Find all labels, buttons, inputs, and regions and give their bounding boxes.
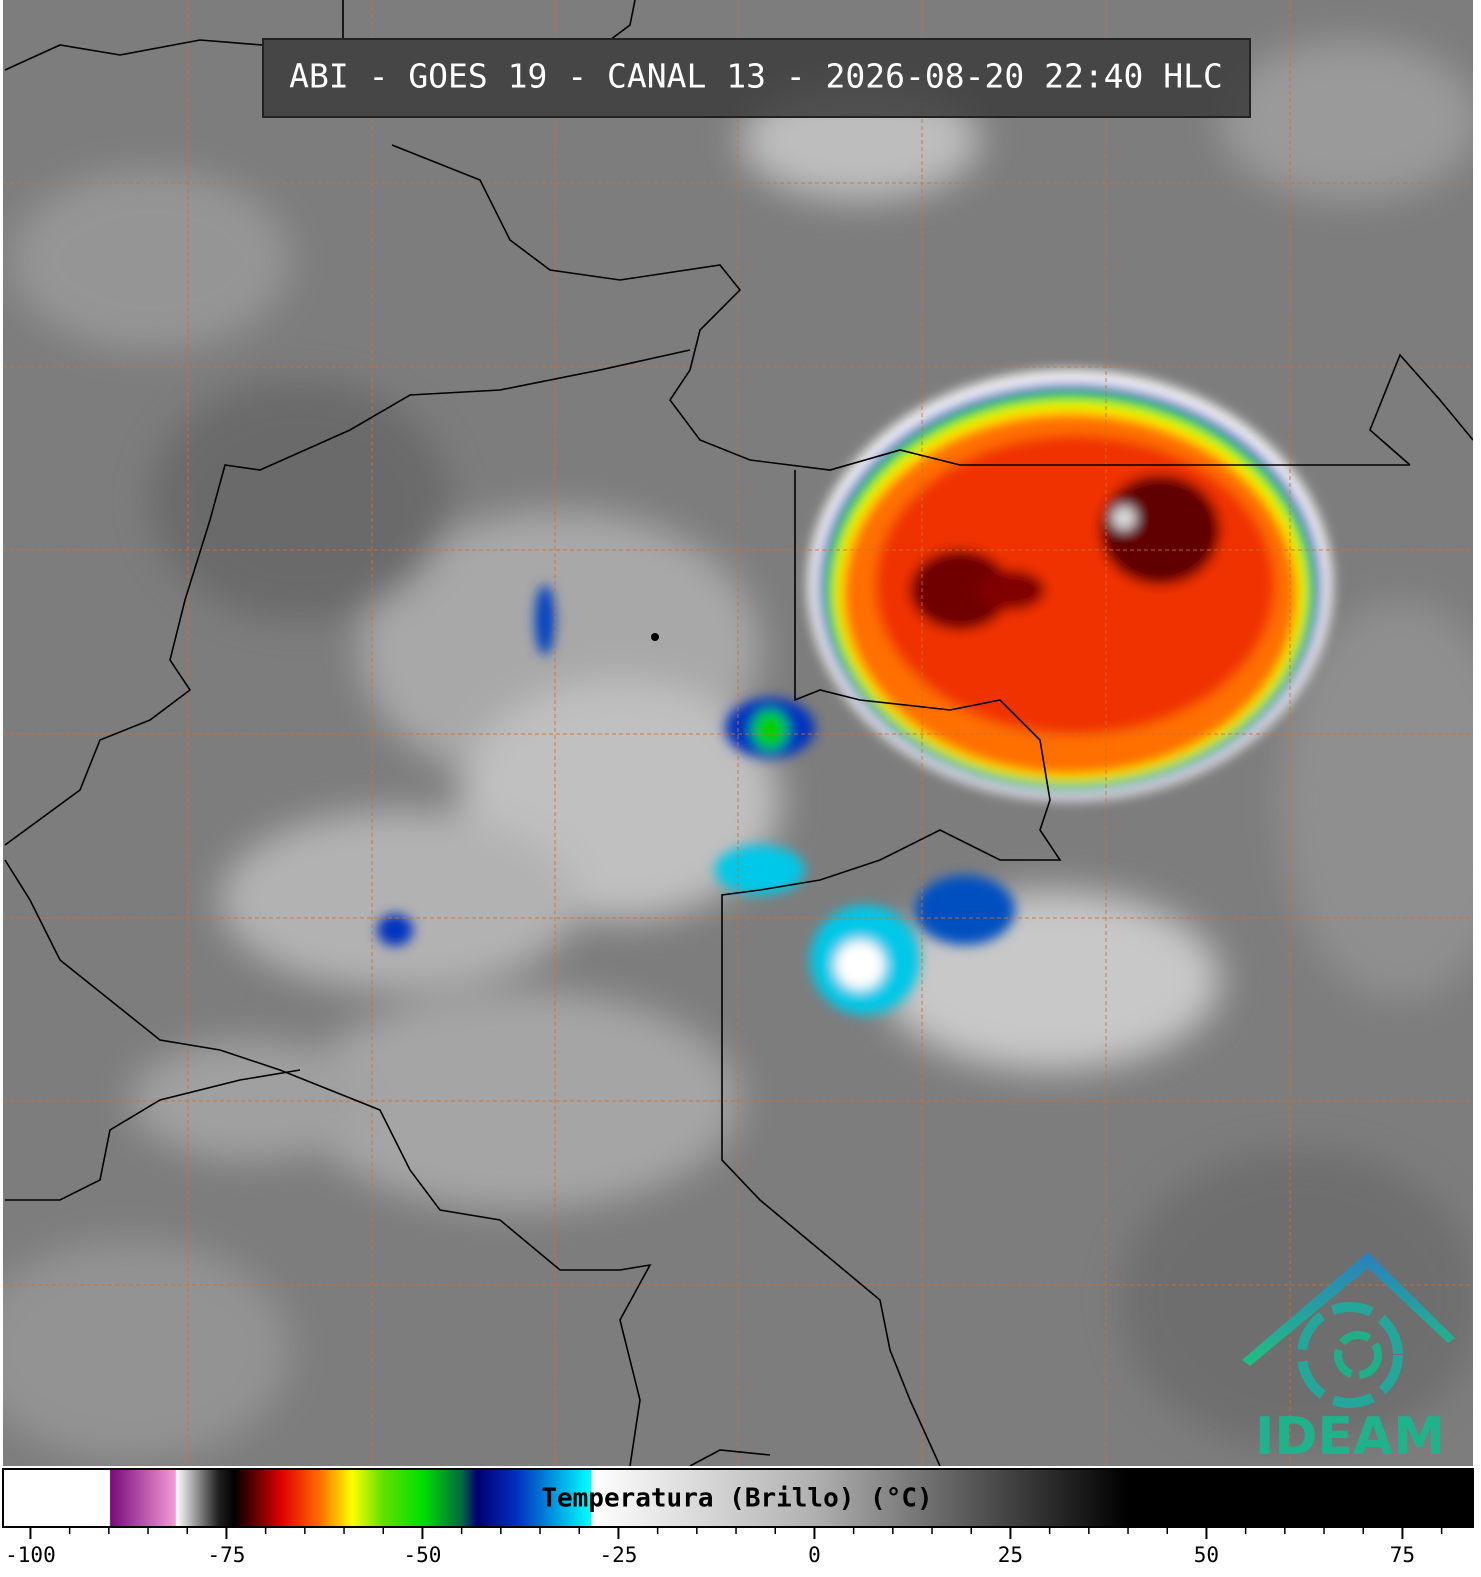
storm — [377, 370, 1332, 1015]
colorbar-bar — [2, 1468, 1474, 1528]
tick-label: 0 — [808, 1543, 821, 1567]
colorbar: Temperatura (Brillo) (°C) -100 -75 -50 -25 0 2… — [2, 1468, 1474, 1567]
satellite-map — [3, 0, 1473, 1466]
borders — [4, 0, 1473, 1466]
colorbar-label: Temperatura (Brillo) (°C) — [541, 1484, 932, 1514]
logo-text: IDEAM — [1255, 1407, 1445, 1467]
tick-label: -50 — [403, 1543, 441, 1567]
tick-label: -25 — [599, 1543, 637, 1567]
tick-label: 75 — [1390, 1543, 1415, 1567]
logo: IDEAM — [1242, 1252, 1455, 1467]
tick-label: -100 — [5, 1543, 56, 1567]
grid-lines — [3, 0, 1473, 1466]
title: ABI - GOES 19 - CANAL 13 - 2026-08-20 22… — [289, 57, 1223, 96]
tick-label: -75 — [207, 1543, 245, 1567]
tick-label: 25 — [998, 1543, 1023, 1567]
tick-label: 50 — [1194, 1543, 1219, 1567]
title-box: ABI - GOES 19 - CANAL 13 - 2026-08-20 22… — [262, 38, 1251, 118]
